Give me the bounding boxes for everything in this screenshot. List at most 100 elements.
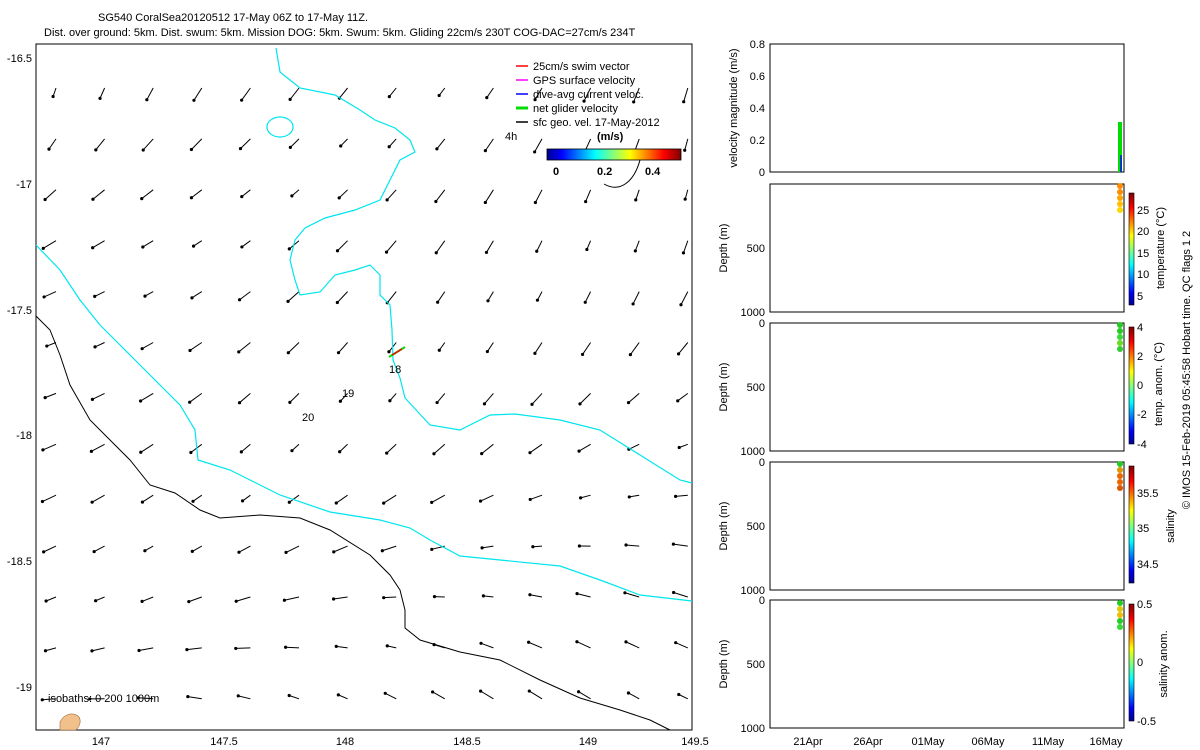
legend-geo: sfc geo. vel. 17-May-2012 — [533, 117, 660, 129]
temperature-cbtick-15: 15 — [1137, 248, 1149, 260]
geo-vector-head — [240, 195, 244, 199]
geo-vector — [240, 138, 251, 149]
time-tick-16may: 16May — [1089, 736, 1123, 748]
geo-vector-head — [582, 99, 586, 103]
geo-vector-head — [185, 648, 189, 652]
geo-vector — [678, 694, 689, 700]
geo-vector — [192, 545, 203, 552]
geo-vector — [241, 87, 251, 101]
salinity-anom-cbtick-0: 0 — [1137, 657, 1143, 669]
geo-vector-head — [40, 698, 44, 702]
geo-vector-head — [286, 299, 290, 304]
geo-vector-head — [385, 451, 389, 455]
legend-dac: dive-avg current veloc. — [533, 89, 644, 101]
salinity-cbtick-35: 35 — [1137, 523, 1149, 535]
geo-vector-head — [576, 690, 581, 694]
geo-vector — [675, 494, 688, 497]
geo-vector — [633, 87, 640, 103]
geo-vector — [433, 443, 446, 455]
geo-vector — [42, 698, 57, 701]
isobath-reef — [266, 116, 294, 138]
temp-anom-frame — [769, 322, 1125, 452]
geo-vector — [336, 494, 348, 504]
geo-vector-head — [677, 445, 681, 450]
geo-vector — [534, 342, 543, 354]
temp-anom-dot — [1117, 322, 1123, 328]
map-legend: 25cm/s swim vector GPS surface velocity … — [516, 61, 660, 129]
salinity-ylabel: Depth (m) — [718, 502, 730, 551]
geo-vector-head — [190, 296, 194, 300]
salinity-anom-cbtick-m0.5: -0.5 — [1137, 716, 1156, 728]
temperature-cbtick-10: 10 — [1137, 269, 1149, 281]
geo-vector-head — [478, 499, 483, 503]
geo-vector-head — [140, 347, 144, 351]
geo-vector-head — [45, 344, 49, 348]
temperature-profile-dots — [1117, 183, 1123, 213]
geo-vector — [486, 342, 494, 352]
geo-vector — [576, 593, 591, 598]
geo-vector-head — [43, 396, 47, 400]
salinity-anom-dot — [1117, 618, 1123, 624]
geo-vector-head — [387, 145, 391, 149]
geo-vector — [383, 596, 397, 599]
geo-vector — [534, 87, 543, 100]
legend-swim: 25cm/s swim vector — [533, 61, 630, 73]
geo-vector — [480, 642, 494, 649]
geo-vector-head — [485, 349, 489, 354]
geo-vector — [684, 138, 689, 151]
temp-anom-dot — [1117, 328, 1123, 334]
geo-vector — [680, 291, 689, 305]
geo-vector — [684, 189, 689, 200]
geo-vector-head — [585, 247, 589, 252]
geo-vector-head — [143, 294, 147, 298]
geo-vector-head — [141, 148, 145, 152]
geo-vector-head — [237, 401, 242, 405]
geo-vector-head — [47, 147, 51, 151]
geo-vector — [241, 240, 251, 248]
geo-vector — [677, 392, 689, 402]
geo-vector-head — [584, 199, 588, 204]
geo-vector-head — [383, 691, 387, 695]
geo-vector — [42, 443, 57, 451]
geo-vector — [487, 291, 494, 302]
geo-vector — [140, 443, 154, 453]
geo-vector-head — [42, 295, 46, 299]
map-xtick-147: 147 — [92, 736, 110, 748]
geo-vector-head — [338, 450, 342, 454]
legend-gps: GPS surface velocity — [533, 75, 636, 87]
geo-vector — [95, 596, 105, 602]
geo-vector — [628, 393, 640, 404]
geo-vector-head — [284, 645, 288, 649]
map-ytick-17: -17 — [16, 179, 32, 191]
salinity-colorbar — [1128, 465, 1135, 584]
map-colorbar-tick-0: 0 — [553, 166, 559, 178]
time-tick-11may: 11May — [1032, 736, 1065, 748]
salinity-dot — [1117, 473, 1123, 479]
geo-vector — [481, 443, 494, 455]
salinity-anom-cblabel: salinity anom. — [1158, 630, 1170, 697]
map-xtick-148.5: 148.5 — [453, 736, 481, 748]
geo-vector-head — [237, 350, 241, 354]
geo-vector-head — [432, 595, 437, 599]
geo-vector-head — [682, 100, 686, 104]
geo-vector-head — [387, 95, 391, 99]
geo-vector — [94, 291, 105, 297]
geo-vector — [338, 342, 348, 354]
geo-vector — [583, 87, 592, 102]
geo-vector — [333, 545, 348, 553]
geo-vector — [484, 189, 494, 203]
geo-vector-head — [430, 500, 434, 504]
geo-vector — [46, 342, 57, 347]
geo-vector-head — [535, 249, 539, 253]
temperature-dot — [1117, 201, 1123, 207]
geo-vector-head — [339, 144, 343, 148]
geo-vector-head — [531, 545, 535, 549]
geo-vector — [480, 690, 494, 700]
legend-net: net glider velocity — [533, 103, 618, 115]
title-line2: Dist. over ground: 5km. Dist. swum: 5km.… — [44, 27, 635, 39]
geo-vector — [141, 342, 154, 350]
geo-vector — [42, 494, 57, 502]
annotation-20: 20 — [302, 412, 314, 424]
geo-vector-head — [93, 294, 97, 298]
geo-vector-field — [40, 87, 689, 702]
